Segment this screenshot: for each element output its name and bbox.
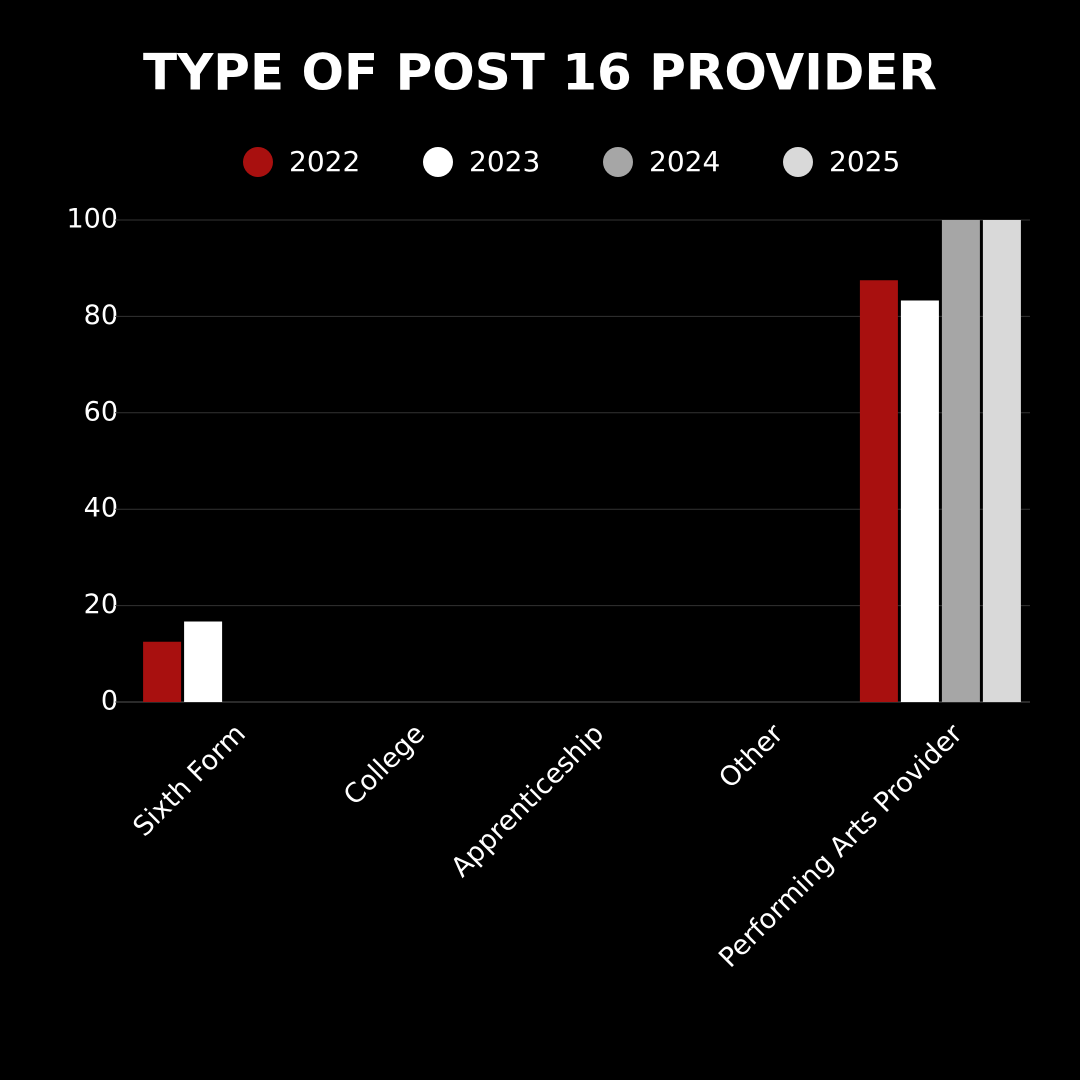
legend-label: 2023 <box>469 145 540 178</box>
chart-title: TYPE OF POST 16 PROVIDER <box>143 44 937 102</box>
bar <box>900 300 939 702</box>
x-tick-label: Apprenticeship <box>445 718 610 883</box>
y-tick-label: 80 <box>84 300 118 331</box>
y-tick-label: 40 <box>84 493 118 524</box>
bar <box>941 220 980 702</box>
legend-label: 2025 <box>829 145 900 178</box>
legend-marker <box>783 147 813 177</box>
bar <box>859 280 898 702</box>
x-tick-label: Sixth Form <box>127 718 251 842</box>
legend-label: 2024 <box>649 145 720 178</box>
y-tick-label: 20 <box>84 589 118 620</box>
x-tick-label: College <box>338 718 431 811</box>
legend-label: 2022 <box>289 145 360 178</box>
y-tick-label: 60 <box>84 396 118 427</box>
y-tick-label: 100 <box>66 204 118 235</box>
bar <box>184 621 223 702</box>
bar <box>982 220 1021 702</box>
x-tick-label: Other <box>713 718 790 795</box>
bar <box>143 641 182 702</box>
y-tick-label: 0 <box>101 686 118 717</box>
legend-marker <box>423 147 453 177</box>
legend-marker <box>243 147 273 177</box>
legend-marker <box>603 147 633 177</box>
